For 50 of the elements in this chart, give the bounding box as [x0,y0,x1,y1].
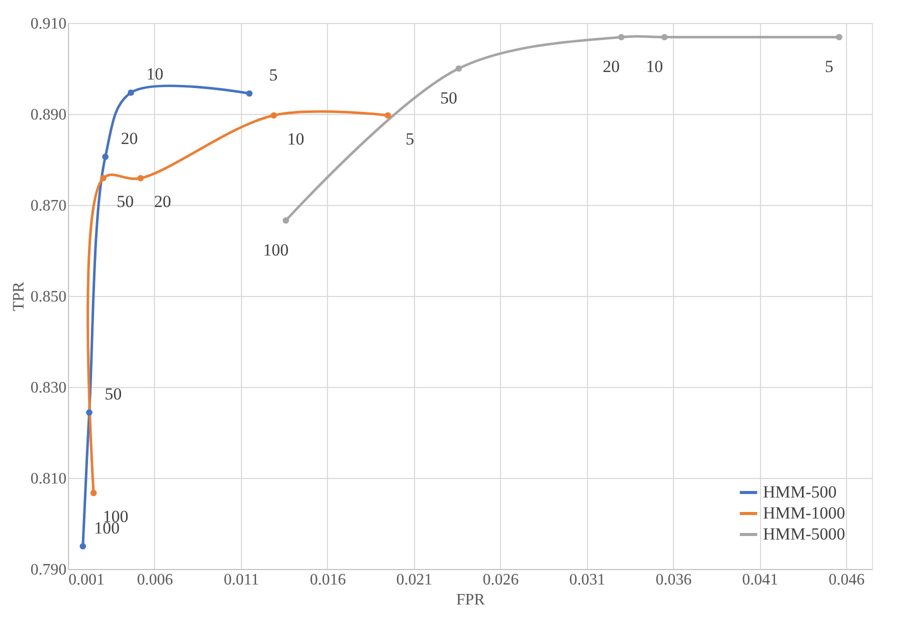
y-tick-label: 0.830 [30,380,66,396]
annotation: 5 [824,57,834,76]
point [661,34,668,40]
point [456,65,462,72]
point [100,175,106,182]
x-tick-label: 0.026 [482,572,519,588]
point [270,112,277,119]
point [282,217,290,224]
annotation: 10 [287,129,304,148]
y-tick-label: 0.850 [30,288,66,306]
annotation: 10 [146,64,164,84]
legend-label: HMM-500 [763,482,837,502]
y-tick-label: 0.790 [30,562,66,578]
x-tick-label: 0.041 [742,572,778,588]
y-tick-label: 0.810 [30,470,66,488]
annotation: 20 [602,57,620,76]
y-tick-label: 0.910 [30,16,66,32]
x-tick-label: 0.011 [224,572,260,588]
annotation: 10 [646,57,664,76]
point [836,34,842,40]
legend-label: HMM-1000 [763,504,846,522]
point [246,90,253,97]
x-tick-label: 0.001 [68,572,104,588]
annotation: 5 [406,129,414,148]
y-tick-label: 0.890 [30,106,66,124]
annotation: 50 [116,192,134,212]
x-tick-label: 0.016 [310,572,346,588]
point [80,543,86,550]
annotation: 20 [154,192,172,212]
annotation: 50 [440,88,458,108]
point [102,154,109,160]
annotation: 5 [269,66,278,85]
annotation: 100 [263,240,289,260]
x-tick-label: 0.006 [136,572,173,588]
y-axis-title: TPR [10,282,28,312]
y-tick-label: 0.870 [30,198,66,214]
point [137,175,144,182]
x-tick-label: 0.036 [656,572,692,588]
point [90,490,97,496]
point [86,409,92,416]
annotation: 20 [120,128,138,148]
x-tick-label: 0.031 [569,572,606,588]
legend-label: HMM-5000 [763,524,846,544]
x-tick-label: 0.046 [828,572,865,588]
point [128,89,134,96]
annotation: 50 [104,384,122,404]
x-axis-title: FPR [456,592,486,608]
x-tick-label: 0.021 [396,572,432,588]
point [384,112,392,119]
point [618,34,624,40]
